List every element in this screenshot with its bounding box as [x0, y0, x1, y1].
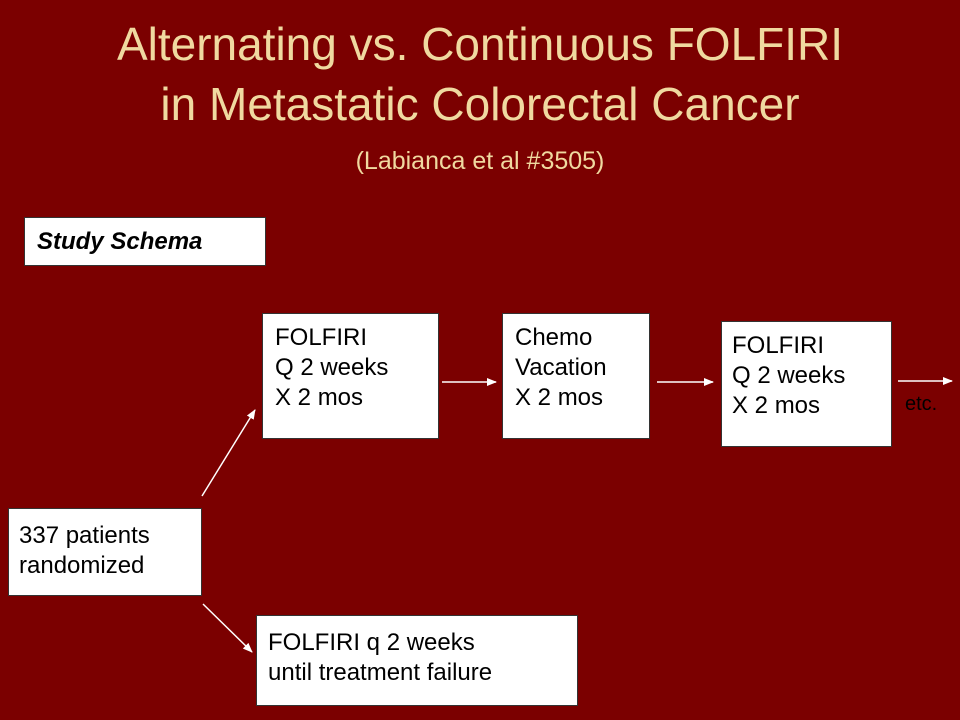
arrow-to-continuous-arm — [202, 603, 253, 653]
box-line: X 2 mos — [275, 384, 364, 411]
box-line: Chemo — [515, 324, 593, 351]
box-line: FOLFIRI — [732, 332, 825, 359]
box-line: Vacation — [515, 354, 607, 381]
slide-subtitle: (Labianca et al #3505) — [355, 147, 605, 175]
etc-label: etc. — [905, 393, 938, 415]
slide-title-line-1: Alternating vs. Continuous FOLFIRI — [116, 18, 844, 70]
box-line: 337 patients — [19, 522, 150, 549]
arrow-to-alternating-arm — [201, 409, 256, 497]
patients-randomized-box: 337 patients randomized — [8, 508, 202, 596]
folfiri-cycle-box-1: FOLFIRI Q 2 weeks X 2 mos — [262, 313, 439, 439]
box-line: X 2 mos — [732, 392, 821, 419]
continuous-folfiri-box: FOLFIRI q 2 weeks until treatment failur… — [256, 615, 578, 706]
box-line: Q 2 weeks — [275, 354, 389, 381]
box-line: until treatment failure — [268, 659, 493, 686]
box-line: Q 2 weeks — [732, 362, 846, 389]
slide-title-line-2: in Metastatic Colorectal Cancer — [160, 78, 800, 130]
study-schema-label: Study Schema — [24, 217, 266, 266]
box-line: FOLFIRI q 2 weeks — [268, 629, 475, 656]
box-line: X 2 mos — [515, 384, 604, 411]
folfiri-cycle-box-2: FOLFIRI Q 2 weeks X 2 mos — [721, 321, 892, 447]
chemo-vacation-box: Chemo Vacation X 2 mos — [502, 313, 650, 439]
box-line: FOLFIRI — [275, 324, 368, 351]
box-line: randomized — [19, 552, 145, 579]
